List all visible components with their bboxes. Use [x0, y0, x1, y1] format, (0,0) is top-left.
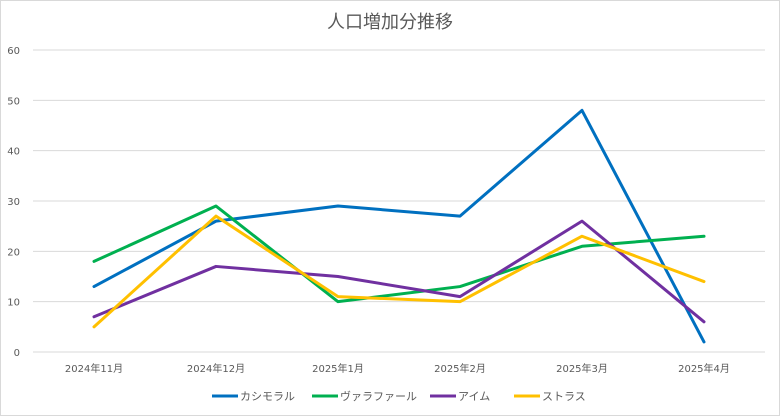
x-tick-label: 2025年2月 — [434, 362, 486, 375]
x-axis-ticks: 2024年11月 2024年12月 2025年1月 2025年2月 2025年3月 202… — [65, 362, 730, 375]
y-tick-label: 0 — [14, 348, 20, 359]
series-line-0 — [92, 108, 706, 344]
legend-item: カシモラル — [212, 390, 295, 403]
x-tick-label: 2025年4月 — [678, 362, 730, 375]
x-tick-label: 2024年11月 — [65, 362, 123, 375]
series-line-2 — [92, 219, 706, 324]
legend-item: ストラス — [514, 390, 586, 403]
y-axis-ticks: 0 10 20 30 40 50 60 — [7, 46, 20, 359]
x-tick-label: 2025年1月 — [312, 362, 364, 375]
series-line-3 — [92, 214, 706, 329]
y-tick-label: 10 — [7, 298, 20, 309]
x-tick-label: 2024年12月 — [187, 362, 245, 375]
chart-title: 人口増加分推移 — [327, 12, 453, 33]
legend-item: アイム — [430, 390, 490, 403]
y-tick-label: 50 — [7, 96, 20, 107]
gridlines — [33, 49, 765, 353]
legend-item: ヴァラファール — [312, 389, 417, 403]
legend-label: アイム — [458, 390, 490, 403]
legend-label: ストラス — [542, 390, 586, 403]
y-tick-label: 30 — [7, 197, 20, 208]
y-tick-label: 40 — [7, 147, 20, 158]
legend: カシモラル ヴァラファール アイム ストラス — [212, 389, 586, 403]
series-lines — [92, 108, 706, 344]
legend-label: カシモラル — [240, 390, 295, 403]
y-tick-label: 20 — [7, 247, 20, 258]
y-tick-label: 60 — [7, 46, 20, 57]
x-tick-label: 2025年3月 — [556, 362, 608, 375]
legend-label: ヴァラファール — [340, 389, 417, 403]
